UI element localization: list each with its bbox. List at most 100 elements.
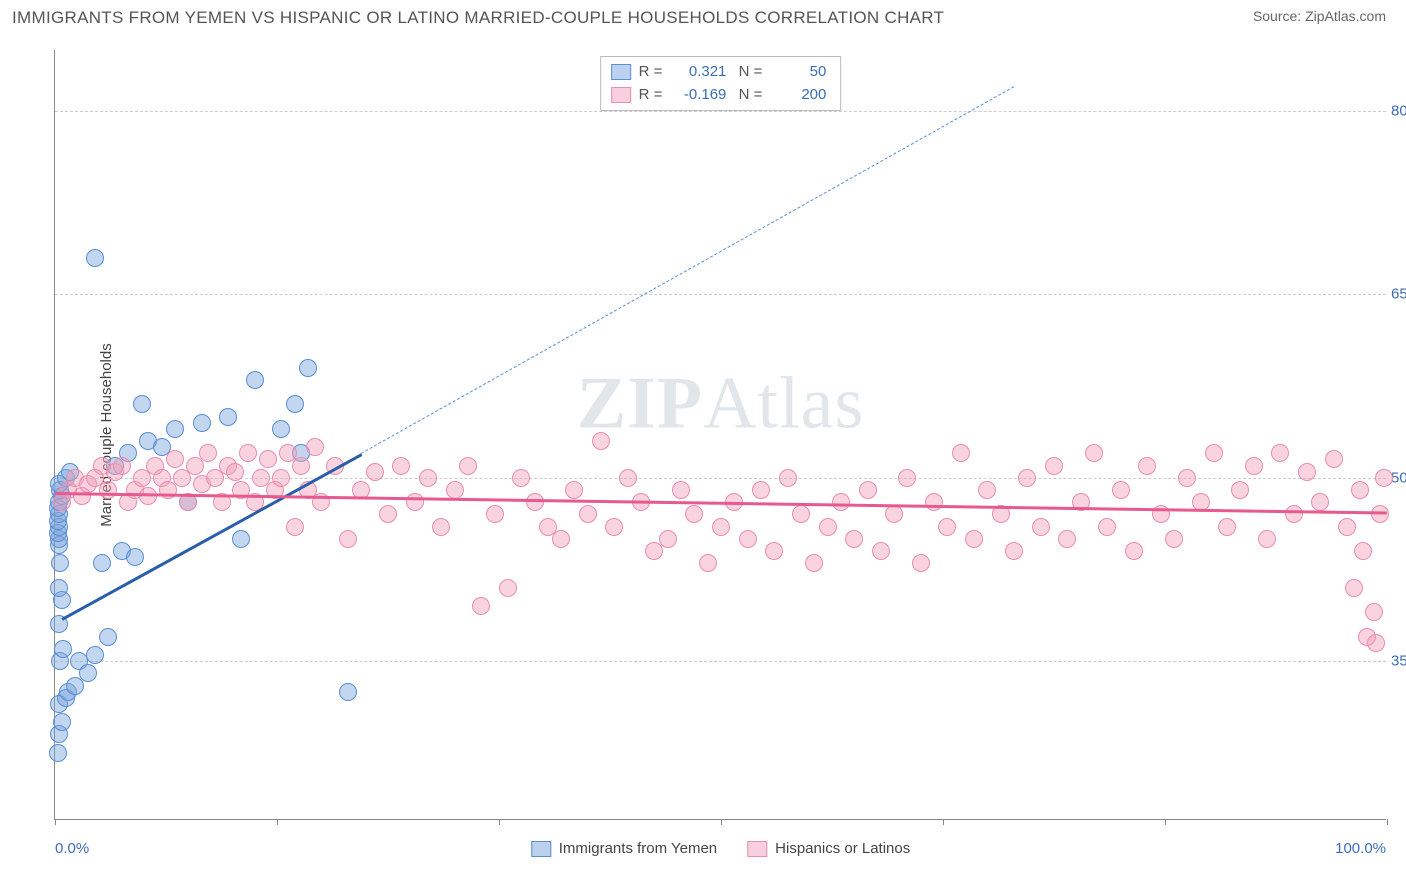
data-point xyxy=(232,530,250,548)
data-point xyxy=(859,481,877,499)
data-point xyxy=(1218,518,1236,536)
data-point xyxy=(459,457,477,475)
grid-line xyxy=(55,294,1386,295)
data-point xyxy=(712,518,730,536)
data-point xyxy=(472,597,490,615)
x-axis-label: 100.0% xyxy=(1335,840,1386,857)
x-tick xyxy=(1387,819,1388,825)
data-point xyxy=(792,505,810,523)
data-point xyxy=(1345,579,1363,597)
data-point xyxy=(1371,505,1389,523)
data-point xyxy=(605,518,623,536)
data-point xyxy=(765,542,783,560)
data-point xyxy=(339,683,357,701)
data-point xyxy=(552,530,570,548)
data-point xyxy=(872,542,890,560)
x-tick xyxy=(277,819,278,825)
data-point xyxy=(499,579,517,597)
data-point xyxy=(392,457,410,475)
data-point xyxy=(1231,481,1249,499)
legend-label-hispanic: Hispanics or Latinos xyxy=(775,840,910,857)
source-label: Source: xyxy=(1253,8,1305,24)
legend-item-yemen: Immigrants from Yemen xyxy=(531,840,717,857)
data-point xyxy=(845,530,863,548)
watermark: ZIPAtlas xyxy=(577,361,865,446)
data-point xyxy=(113,457,131,475)
legend-label-yemen: Immigrants from Yemen xyxy=(559,840,717,857)
data-point xyxy=(446,481,464,499)
data-point xyxy=(619,469,637,487)
x-axis-label: 0.0% xyxy=(55,840,89,857)
y-tick-label: 35.0% xyxy=(1391,653,1406,670)
data-point xyxy=(239,444,257,462)
data-point xyxy=(965,530,983,548)
source-attribution: Source: ZipAtlas.com xyxy=(1253,8,1386,24)
data-point xyxy=(1351,481,1369,499)
data-point xyxy=(1125,542,1143,560)
data-point xyxy=(219,408,237,426)
x-tick xyxy=(943,819,944,825)
data-point xyxy=(978,481,996,499)
data-point xyxy=(938,518,956,536)
swatch-pink-icon xyxy=(611,87,631,103)
data-point xyxy=(1311,493,1329,511)
y-tick-label: 65.0% xyxy=(1391,286,1406,303)
data-point xyxy=(133,395,151,413)
data-point xyxy=(299,359,317,377)
data-point xyxy=(592,432,610,450)
data-point xyxy=(925,493,943,511)
n-label: N = xyxy=(734,84,762,107)
data-point xyxy=(366,463,384,481)
source-value: ZipAtlas.com xyxy=(1305,8,1386,24)
chart-header: IMMIGRANTS FROM YEMEN VS HISPANIC OR LAT… xyxy=(0,0,1406,32)
data-point xyxy=(672,481,690,499)
n-value-blue: 50 xyxy=(770,61,826,84)
data-point xyxy=(1205,444,1223,462)
data-point xyxy=(1365,603,1383,621)
data-point xyxy=(272,420,290,438)
data-point xyxy=(1058,530,1076,548)
data-point xyxy=(51,554,69,572)
data-point xyxy=(1165,530,1183,548)
data-point xyxy=(526,493,544,511)
data-point xyxy=(79,664,97,682)
data-point xyxy=(685,505,703,523)
data-point xyxy=(93,554,111,572)
grid-line xyxy=(55,661,1386,662)
data-point xyxy=(699,554,717,572)
data-point xyxy=(1178,469,1196,487)
data-point xyxy=(49,744,67,762)
data-point xyxy=(166,420,184,438)
data-point xyxy=(246,371,264,389)
data-point xyxy=(1245,457,1263,475)
swatch-blue-icon xyxy=(611,64,631,80)
legend-item-hispanic: Hispanics or Latinos xyxy=(747,840,910,857)
data-point xyxy=(406,493,424,511)
data-point xyxy=(565,481,583,499)
data-point xyxy=(1005,542,1023,560)
data-point xyxy=(259,450,277,468)
data-point xyxy=(432,518,450,536)
data-point xyxy=(306,438,324,456)
plot-area: Married-couple Households ZIPAtlas R = 0… xyxy=(54,50,1386,820)
data-point xyxy=(139,487,157,505)
data-point xyxy=(579,505,597,523)
data-point xyxy=(419,469,437,487)
x-tick xyxy=(721,819,722,825)
x-tick xyxy=(1165,819,1166,825)
data-point xyxy=(832,493,850,511)
data-point xyxy=(1325,450,1343,468)
data-point xyxy=(1112,481,1130,499)
data-point xyxy=(99,481,117,499)
correlation-legend: R = 0.321 N = 50 R = -0.169 N = 200 xyxy=(600,56,842,111)
data-point xyxy=(1354,542,1372,560)
data-point xyxy=(50,579,68,597)
data-point xyxy=(1285,505,1303,523)
y-tick-label: 80.0% xyxy=(1391,103,1406,120)
scatter-chart: Married-couple Households ZIPAtlas R = 0… xyxy=(54,50,1386,820)
data-point xyxy=(292,457,310,475)
data-point xyxy=(86,249,104,267)
grid-line xyxy=(55,111,1386,112)
data-point xyxy=(1298,463,1316,481)
legend-row-pink: R = -0.169 N = 200 xyxy=(611,84,827,107)
